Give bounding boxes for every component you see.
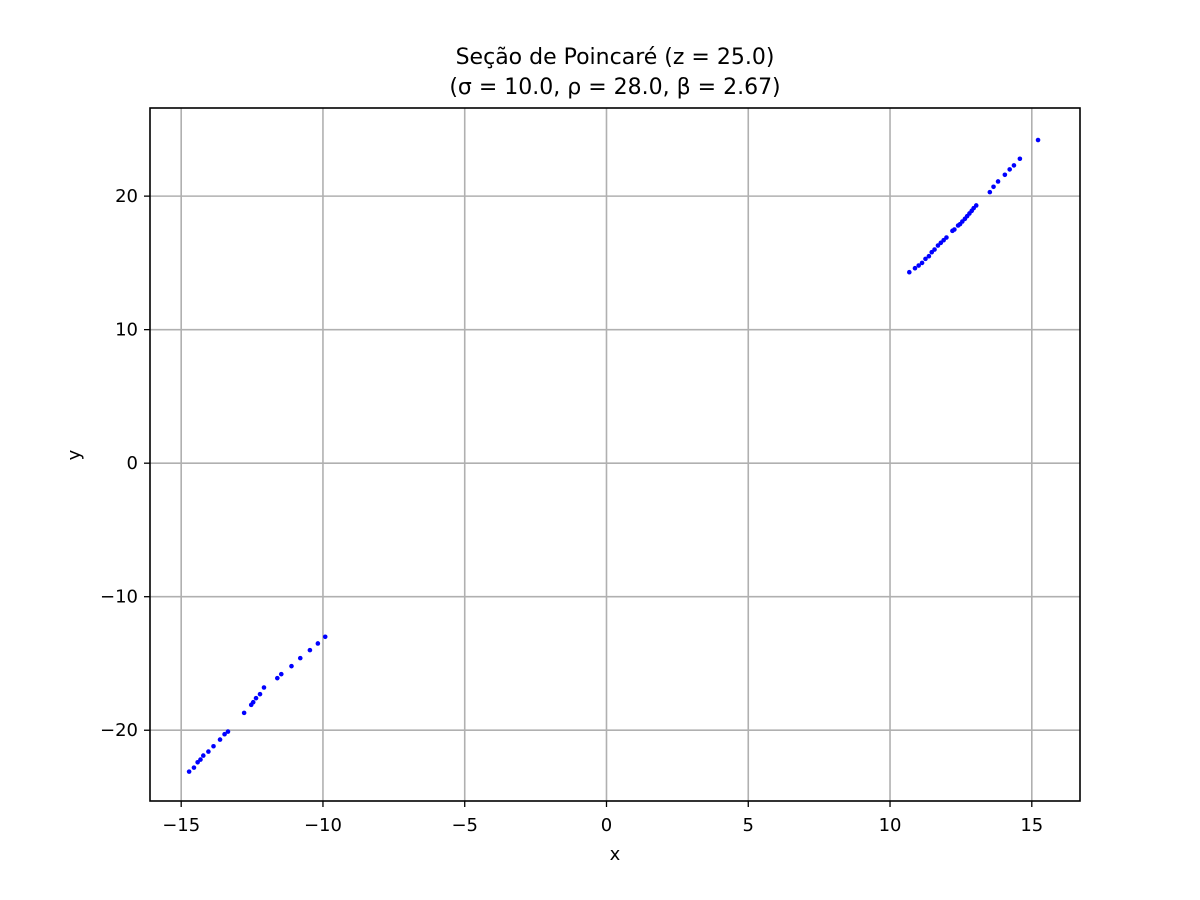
scatter-point bbox=[929, 249, 935, 255]
scatter-point bbox=[926, 253, 932, 259]
scatter-point bbox=[987, 189, 993, 195]
y-tick-label: 20 bbox=[115, 186, 138, 207]
scatter-point bbox=[907, 269, 912, 275]
scatter-point bbox=[307, 647, 313, 653]
scatter-point bbox=[923, 256, 928, 262]
scatter-point bbox=[253, 695, 259, 701]
scatter-point bbox=[916, 263, 921, 268]
scatter-point bbox=[275, 675, 280, 681]
scatter-point bbox=[248, 702, 254, 708]
x-tick-label: −5 bbox=[451, 815, 478, 836]
scatter-point bbox=[912, 265, 918, 271]
scatter-point bbox=[191, 765, 197, 770]
scatter-point bbox=[297, 655, 303, 661]
scatter-point bbox=[991, 184, 996, 190]
scatter-point bbox=[289, 663, 294, 669]
scatter-point bbox=[995, 179, 1001, 184]
scatter-point bbox=[1007, 167, 1012, 172]
x-tick-label: 10 bbox=[879, 815, 902, 836]
scatter-point bbox=[315, 641, 321, 646]
y-axis-label: y bbox=[64, 449, 85, 460]
x-tick-label: 5 bbox=[743, 815, 754, 836]
chart-subtitle: (σ = 10.0, ρ = 28.0, β = 2.67) bbox=[449, 75, 780, 100]
scatter-point bbox=[935, 243, 941, 248]
scatter-point bbox=[222, 731, 227, 737]
x-tick-label: −15 bbox=[162, 815, 200, 836]
x-tick-label: 0 bbox=[601, 815, 612, 836]
scatter-point bbox=[186, 769, 192, 774]
x-tick-label: −10 bbox=[304, 815, 342, 836]
y-tick-label: 10 bbox=[115, 320, 138, 341]
scatter-point bbox=[1002, 172, 1008, 178]
scatter-point bbox=[322, 634, 328, 640]
plot-frame bbox=[149, 107, 1081, 802]
scatter-point bbox=[257, 691, 263, 697]
y-axis-ticks: −20 −10 0 10 20 bbox=[100, 186, 150, 741]
scatter-point bbox=[1035, 137, 1041, 143]
scatter-point bbox=[211, 743, 216, 749]
grid-lines bbox=[150, 108, 1080, 801]
scatter-point bbox=[206, 749, 211, 754]
scatter-point bbox=[1017, 156, 1023, 162]
y-tick-label: −20 bbox=[100, 720, 138, 741]
scatter-point bbox=[225, 729, 231, 734]
scatter-point bbox=[241, 710, 247, 716]
scatter-point bbox=[919, 260, 925, 266]
scatter-point bbox=[261, 685, 267, 690]
scatter-point bbox=[195, 759, 200, 765]
x-axis-label: x bbox=[610, 844, 621, 865]
scatter-point bbox=[217, 737, 223, 742]
x-axis-ticks: −15 −10 −5 0 5 10 15 bbox=[162, 801, 1043, 836]
y-tick-label: −10 bbox=[100, 587, 138, 608]
y-tick-label: 0 bbox=[127, 453, 138, 474]
scatter-point bbox=[201, 753, 206, 758]
scatter-point bbox=[1011, 163, 1017, 168]
scatter-point bbox=[955, 223, 961, 228]
x-tick-label: 15 bbox=[1020, 815, 1043, 836]
data-points bbox=[186, 137, 1041, 774]
scatter-point bbox=[278, 671, 284, 677]
scatter-point bbox=[950, 228, 955, 234]
chart-title: Seção de Poincaré (z = 25.0) bbox=[456, 45, 775, 70]
